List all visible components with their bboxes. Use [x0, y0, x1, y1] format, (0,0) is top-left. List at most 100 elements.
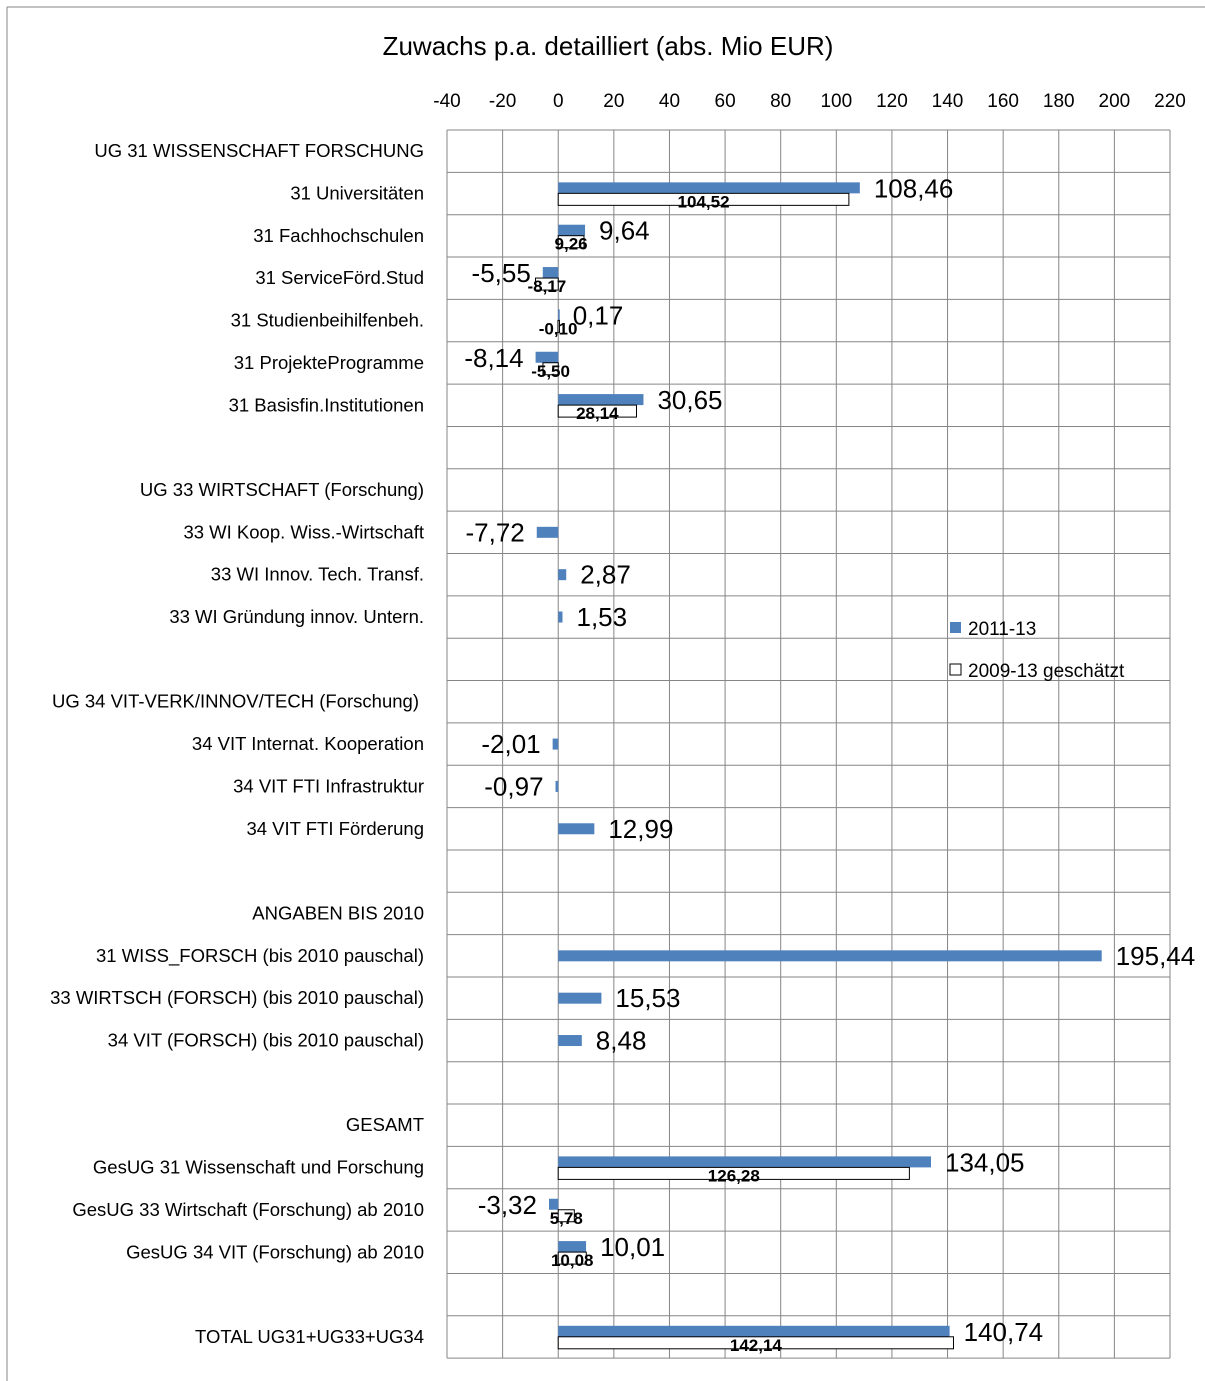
- category-label-total-ug31-ug33-ug34: TOTAL UG31+UG33+UG34: [195, 1326, 424, 1347]
- label-2009-13-31-studienbeihilfenbeh: -0,10: [539, 319, 578, 338]
- label-2011-13-34-vit-fti-infrastruktur: -0,97: [484, 771, 543, 801]
- category-label-gesug-34-vit-forschung-ab-2010: GesUG 34 VIT (Forschung) ab 2010: [126, 1241, 424, 1262]
- bar-2011-13-33-wi-koop-wiss-wirtschaft: [536, 526, 559, 538]
- label-2011-13-31-wiss-forsch-bis-2010-pauschal: 195,44: [1116, 941, 1196, 971]
- x-tick-label-9: 140: [932, 91, 964, 112]
- x-tick-label-13: 220: [1154, 91, 1186, 112]
- category-label-34-vit-forsch-bis-2010-pauschal: 34 VIT (FORSCH) (bis 2010 pauschal): [108, 1030, 424, 1051]
- bar-2009-13-31-universit-ten: [557, 192, 850, 206]
- label-2009-13-31-basisfin-institutionen: 28,14: [576, 404, 619, 423]
- category-label-33-wi-koop-wiss-wirtschaft: 33 WI Koop. Wiss.-Wirtschaft: [183, 521, 424, 542]
- x-tick-label-6: 80: [770, 91, 791, 112]
- bar-2011-13-total-ug31-ug33-ug34: [558, 1325, 950, 1337]
- label-2011-13-gesug-34-vit-forschung-ab-2010: 10,01: [600, 1232, 665, 1262]
- label-2011-13-34-vit-forsch-bis-2010-pauschal: 8,48: [596, 1026, 647, 1056]
- bar-2011-13-33-wi-innov-tech-transf: [558, 569, 567, 581]
- category-label-33-wi-gr-ndung-innov-untern: 33 WI Gründung innov. Untern.: [169, 606, 424, 627]
- category-label-31-wiss-forsch-bis-2010-pauschal: 31 WISS_FORSCH (bis 2010 pauschal): [96, 945, 424, 967]
- category-label-31-projekteprogramme: 31 ProjekteProgramme: [234, 352, 424, 373]
- x-axis-ticks: -40 -20 0 20 40 60 80 100 120 140 160 180 200 220: [433, 91, 1186, 112]
- legend-label-2009-13: 2009-13 geschätzt: [968, 661, 1125, 682]
- bar-2009-13-gesug-31-wissenschaft-und-forschung: [557, 1166, 910, 1180]
- label-2011-13-33-wi-gr-ndung-innov-untern: 1,53: [576, 602, 627, 632]
- label-2011-13-33-wirtsch-forsch-bis-2010-pauschal: 15,53: [615, 983, 680, 1013]
- bar-2011-13-34-vit-forsch-bis-2010-pauschal: [558, 1035, 582, 1047]
- bar-2011-13-gesug-31-wissenschaft-und-forschung: [558, 1156, 931, 1168]
- label-2011-13-31-basisfin-institutionen: 30,65: [657, 385, 722, 415]
- label-2009-13-total-ug31-ug33-ug34: 142,14: [730, 1336, 783, 1355]
- legend-label-2011-13: 2011-13: [968, 619, 1036, 640]
- x-tick-label-10: 160: [987, 91, 1019, 112]
- category-label-ug-34-vit-verk-innov-tech-forschung: UG 34 VIT-VERK/INNOV/TECH (Forschung): [52, 691, 419, 712]
- x-tick-label-3: 20: [603, 91, 624, 112]
- label-2011-13-31-fachhochschulen: 9,64: [599, 216, 650, 246]
- label-2011-13-34-vit-internat-kooperation: -2,01: [481, 729, 540, 759]
- x-tick-label-7: 100: [820, 91, 852, 112]
- category-label-ug-33-wirtschaft-forschung: UG 33 WIRTSCHAFT (Forschung): [140, 479, 424, 500]
- category-label-angaben-bis-2010: ANGABEN BIS 2010: [252, 902, 424, 923]
- category-label-34-vit-fti-infrastruktur: 34 VIT FTI Infrastruktur: [233, 775, 424, 796]
- category-label-gesug-31-wissenschaft-und-forschung: GesUG 31 Wissenschaft und Forschung: [93, 1157, 424, 1178]
- data-labels: 108,46104,529,649,26-5,55-8,170,17-0,10-…: [464, 173, 1195, 1354]
- category-label-34-vit-fti-f-rderung: 34 VIT FTI Förderung: [246, 818, 424, 839]
- x-tick-label-11: 180: [1043, 91, 1075, 112]
- bar-2011-13-31-wiss-forsch-bis-2010-pauschal: [558, 950, 1102, 962]
- legend-swatch-2009-13: [949, 663, 962, 676]
- label-2009-13-31-universit-ten: 104,52: [678, 192, 730, 211]
- bar-2011-13-31-servicef-rd-stud: [542, 267, 559, 279]
- bar-2011-13-33-wirtsch-forsch-bis-2010-pauschal: [558, 992, 602, 1004]
- x-tick-label-4: 40: [659, 91, 680, 112]
- bar-2009-13-31-servicef-rd-stud: [535, 277, 559, 291]
- x-tick-label-5: 60: [715, 91, 736, 112]
- label-2011-13-31-universit-ten: 108,46: [874, 173, 954, 203]
- category-label-33-wi-innov-tech-transf: 33 WI Innov. Tech. Transf.: [211, 564, 424, 585]
- label-2009-13-31-servicef-rd-stud: -8,17: [527, 277, 566, 296]
- bar-2011-13-31-fachhochschulen: [558, 224, 586, 236]
- label-2011-13-33-wi-koop-wiss-wirtschaft: -7,72: [465, 517, 524, 547]
- category-label-31-servicef-rd-stud: 31 ServiceFörd.Stud: [255, 267, 424, 288]
- bar-2011-13-31-projekteprogramme: [535, 351, 559, 363]
- label-2009-13-gesug-31-wissenschaft-und-forschung: 126,28: [708, 1166, 760, 1185]
- category-label-31-basisfin-institutionen: 31 Basisfin.Institutionen: [229, 394, 424, 415]
- bar-2009-13-31-projekteprogramme: [542, 362, 559, 376]
- data-bars: [535, 182, 1102, 1350]
- label-2009-13-31-fachhochschulen: 9,26: [555, 235, 588, 254]
- x-tick-label-8: 120: [876, 91, 908, 112]
- chart-title: Zuwachs p.a. detailliert (abs. Mio EUR): [383, 31, 834, 61]
- bar-2009-13-31-fachhochschulen: [557, 235, 585, 249]
- label-2011-13-gesug-33-wirtschaft-forschung-ab-2010: -3,32: [478, 1190, 537, 1220]
- x-tick-label-12: 200: [1099, 91, 1131, 112]
- label-2009-13-31-projekteprogramme: -5,50: [531, 362, 570, 381]
- category-label-gesamt: GESAMT: [346, 1114, 424, 1135]
- bar-2011-13-gesug-34-vit-forschung-ab-2010: [558, 1241, 587, 1253]
- x-tick-label-2: 0: [553, 91, 564, 112]
- x-tick-label-1: -20: [489, 91, 516, 112]
- label-2011-13-31-servicef-rd-stud: -5,55: [472, 258, 531, 288]
- category-label-ug-31-wissenschaft-forschung: UG 31 WISSENSCHAFT FORSCHUNG: [94, 140, 424, 161]
- bar-2011-13-34-vit-fti-f-rderung: [558, 823, 595, 835]
- bar-2011-13-31-basisfin-institutionen: [558, 394, 644, 406]
- label-2009-13-gesug-33-wirtschaft-forschung-ab-2010: 5,78: [550, 1209, 583, 1228]
- bar-2009-13-total-ug31-ug33-ug34: [557, 1336, 954, 1350]
- label-2009-13-gesug-34-vit-forschung-ab-2010: 10,08: [551, 1251, 594, 1270]
- label-2011-13-gesug-31-wissenschaft-und-forschung: 134,05: [945, 1147, 1025, 1177]
- x-tick-label-0: -40: [433, 91, 460, 112]
- category-label-34-vit-internat-kooperation: 34 VIT Internat. Kooperation: [192, 733, 424, 754]
- bar-2011-13-31-universit-ten: [558, 182, 860, 194]
- category-label-gesug-33-wirtschaft-forschung-ab-2010: GesUG 33 Wirtschaft (Forschung) ab 2010: [72, 1199, 424, 1220]
- category-label-31-fachhochschulen: 31 Fachhochschulen: [253, 225, 424, 246]
- bar-2009-13-31-basisfin-institutionen: [557, 404, 637, 418]
- category-label-31-universit-ten: 31 Universitäten: [290, 183, 424, 204]
- category-labels: UG 31 WISSENSCHAFT FORSCHUNG 31 Universit…: [50, 140, 424, 1347]
- label-2011-13-total-ug31-ug33-ug34: 140,74: [964, 1317, 1044, 1347]
- legend: 2011-13 2009-13 geschätzt: [949, 619, 1125, 682]
- label-2011-13-31-studienbeihilfenbeh: 0,17: [573, 300, 624, 330]
- bar-2009-13-gesug-33-wirtschaft-forschung-ab-2010: [557, 1209, 575, 1223]
- label-2011-13-33-wi-innov-tech-transf: 2,87: [580, 560, 631, 590]
- bar-2011-13-34-vit-fti-infrastruktur: [555, 780, 559, 792]
- legend-swatch-2011-13: [950, 622, 961, 633]
- bar-2011-13-33-wi-gr-ndung-innov-untern: [558, 611, 563, 623]
- label-2011-13-31-projekteprogramme: -8,14: [464, 343, 523, 373]
